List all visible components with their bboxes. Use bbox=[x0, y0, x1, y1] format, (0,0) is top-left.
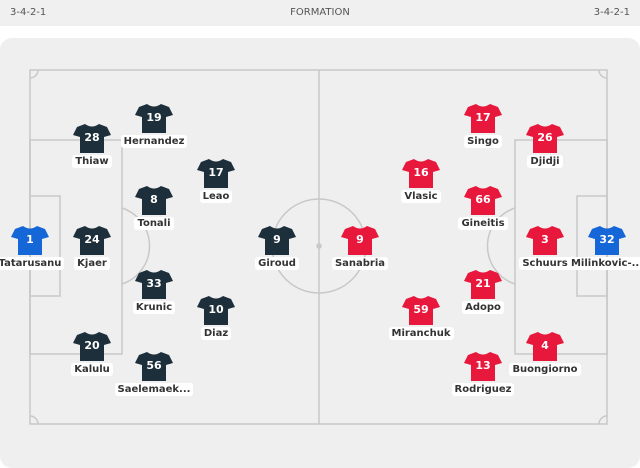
shirt-number: 9 bbox=[273, 233, 281, 246]
shirt-number: 56 bbox=[146, 359, 162, 372]
player-away[interactable]: 32 Milinkovic-... bbox=[567, 225, 640, 274]
player-name: Djidji bbox=[527, 155, 563, 168]
shirt-icon: 3 bbox=[526, 225, 564, 255]
player-name: Tatarusanu bbox=[0, 257, 65, 270]
shirt-icon: 28 bbox=[73, 123, 111, 153]
player-name: Schuurs bbox=[519, 257, 571, 270]
shirt-number: 9 bbox=[356, 233, 364, 246]
shirt-number: 17 bbox=[475, 111, 491, 124]
shirt-number: 16 bbox=[413, 166, 429, 179]
shirt-number: 32 bbox=[599, 233, 615, 246]
player-away[interactable]: 4 Buongiorno bbox=[505, 331, 585, 380]
player-name: Diaz bbox=[200, 327, 232, 340]
player-name: Saelemaek... bbox=[114, 383, 194, 396]
player-name: Sanabria bbox=[331, 257, 389, 270]
player-away[interactable]: 26 Djidji bbox=[505, 123, 585, 172]
player-away[interactable]: 3 Schuurs bbox=[505, 225, 585, 274]
player-home[interactable]: 33 Krunic bbox=[114, 269, 194, 318]
player-away[interactable]: 66 Gineitis bbox=[443, 185, 523, 234]
player-away[interactable]: 21 Adopo bbox=[443, 269, 523, 318]
player-name: Hernandez bbox=[120, 135, 188, 148]
player-name: Tonali bbox=[134, 217, 174, 230]
player-away[interactable]: 17 Singo bbox=[443, 103, 523, 152]
player-home[interactable]: 28 Thiaw bbox=[52, 123, 132, 172]
away-formation: 3-4-2-1 bbox=[593, 7, 630, 18]
player-home[interactable]: 1 Tatarusanu bbox=[0, 225, 70, 274]
shirt-number: 59 bbox=[413, 303, 429, 316]
shirt-icon: 16 bbox=[402, 158, 440, 188]
shirt-icon: 33 bbox=[135, 269, 173, 299]
shirt-number: 13 bbox=[475, 359, 491, 372]
shirt-number: 20 bbox=[84, 339, 100, 352]
player-home[interactable]: 9 Giroud bbox=[237, 225, 317, 274]
shirt-icon: 66 bbox=[464, 185, 502, 215]
player-away[interactable]: 16 Vlasic bbox=[381, 158, 461, 207]
shirt-number: 8 bbox=[150, 193, 158, 206]
player-home[interactable]: 20 Kalulu bbox=[52, 331, 132, 380]
shirt-icon: 21 bbox=[464, 269, 502, 299]
player-name: Rodriguez bbox=[451, 383, 515, 396]
player-name: Kjaer bbox=[74, 257, 110, 270]
shirt-icon: 10 bbox=[197, 295, 235, 325]
player-home[interactable]: 10 Diaz bbox=[176, 295, 256, 344]
shirt-number: 33 bbox=[146, 277, 162, 290]
player-name: Giroud bbox=[255, 257, 299, 270]
shirt-number: 4 bbox=[541, 339, 549, 352]
shirt-icon: 13 bbox=[464, 351, 502, 381]
player-name: Thiaw bbox=[72, 155, 112, 168]
player-home[interactable]: 8 Tonali bbox=[114, 185, 194, 234]
player-away[interactable]: 13 Rodriguez bbox=[443, 351, 523, 400]
shirt-icon: 17 bbox=[464, 103, 502, 133]
home-formation: 3-4-2-1 bbox=[10, 7, 47, 18]
player-home[interactable]: 56 Saelemaek... bbox=[114, 351, 194, 400]
player-name: Gineitis bbox=[458, 217, 508, 230]
player-name: Singo bbox=[464, 135, 502, 148]
shirt-icon: 32 bbox=[588, 225, 626, 255]
player-name: Kalulu bbox=[71, 363, 113, 376]
shirt-number: 21 bbox=[475, 277, 491, 290]
player-home[interactable]: 19 Hernandez bbox=[114, 103, 194, 152]
player-home[interactable]: 24 Kjaer bbox=[52, 225, 132, 274]
player-away[interactable]: 9 Sanabria bbox=[320, 225, 400, 274]
shirt-number: 3 bbox=[541, 233, 549, 246]
shirt-icon: 8 bbox=[135, 185, 173, 215]
player-away[interactable]: 59 Miranchuk bbox=[381, 295, 461, 344]
shirt-icon: 17 bbox=[197, 158, 235, 188]
shirt-icon: 20 bbox=[73, 331, 111, 361]
shirt-icon: 56 bbox=[135, 351, 173, 381]
shirt-icon: 9 bbox=[258, 225, 296, 255]
shirt-number: 19 bbox=[146, 111, 162, 124]
shirt-number: 24 bbox=[84, 233, 100, 246]
shirt-icon: 24 bbox=[73, 225, 111, 255]
shirt-icon: 59 bbox=[402, 295, 440, 325]
shirt-icon: 4 bbox=[526, 331, 564, 361]
shirt-number: 17 bbox=[208, 166, 224, 179]
formation-header: 3-4-2-1 FORMATION 3-4-2-1 bbox=[0, 0, 640, 26]
shirt-number: 10 bbox=[208, 303, 224, 316]
shirt-icon: 26 bbox=[526, 123, 564, 153]
player-name: Krunic bbox=[132, 301, 176, 314]
player-name: Vlasic bbox=[401, 190, 441, 203]
shirt-icon: 19 bbox=[135, 103, 173, 133]
shirt-number: 1 bbox=[26, 233, 34, 246]
shirt-icon: 1 bbox=[11, 225, 49, 255]
shirt-number: 28 bbox=[84, 131, 100, 144]
player-name: Adopo bbox=[462, 301, 504, 314]
player-home[interactable]: 17 Leao bbox=[176, 158, 256, 207]
shirt-icon: 9 bbox=[341, 225, 379, 255]
shirt-number: 66 bbox=[475, 193, 491, 206]
formation-title: FORMATION bbox=[290, 7, 350, 18]
player-name: Miranchuk bbox=[388, 327, 454, 340]
player-name: Leao bbox=[199, 190, 233, 203]
shirt-number: 26 bbox=[537, 131, 553, 144]
player-name: Buongiorno bbox=[509, 363, 581, 376]
player-name: Milinkovic-... bbox=[567, 257, 640, 270]
